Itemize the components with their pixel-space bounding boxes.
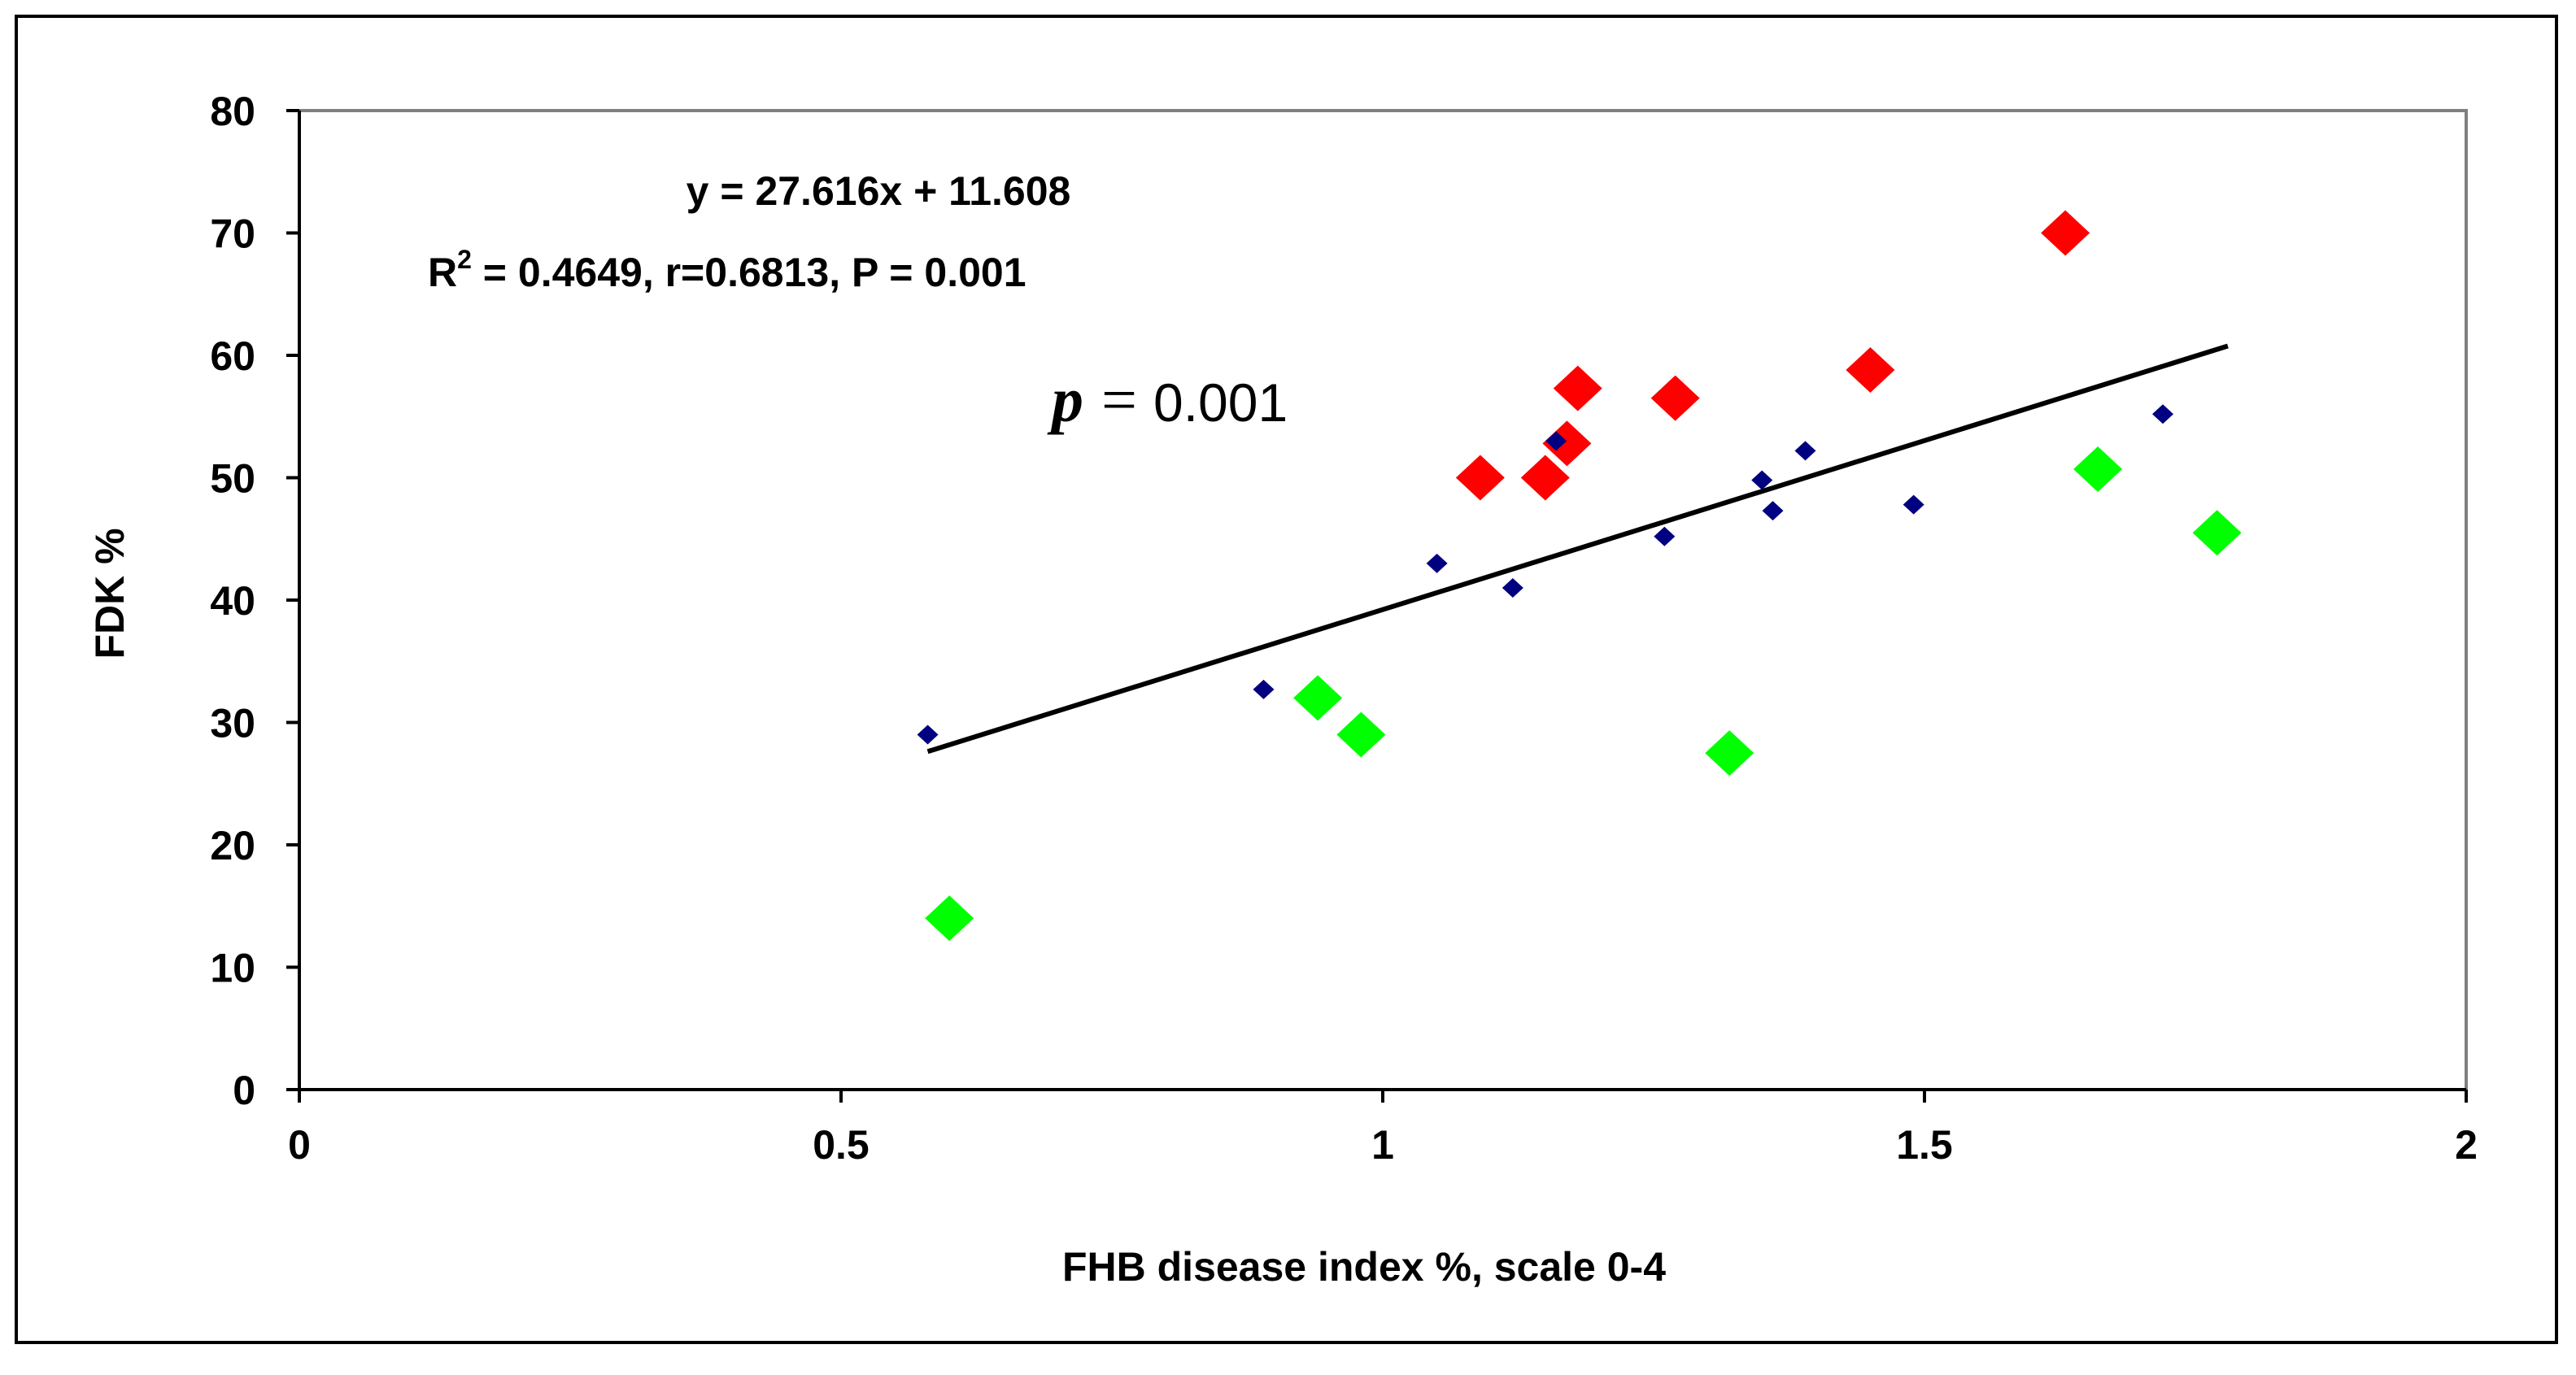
y-tick-label: 60	[210, 333, 255, 379]
x-tick-label: 1.5	[1896, 1122, 1953, 1168]
data-point[interactable]	[1650, 375, 1700, 421]
data-point[interactable]	[1553, 365, 1602, 411]
data-point[interactable]	[1542, 420, 1592, 467]
r2-rest: = 0.4649, r=0.6813, P = 0.001	[472, 250, 1026, 295]
x-tick-label: 1	[1371, 1122, 1394, 1168]
p-value-label: p = 0.001	[1047, 364, 1288, 435]
data-point[interactable]	[1502, 577, 1523, 598]
data-point[interactable]	[2073, 446, 2123, 492]
series-low-FDK	[925, 446, 2242, 942]
y-tick-label: 50	[210, 456, 255, 502]
data-point[interactable]	[1336, 711, 1386, 758]
x-tick-label: 0.5	[813, 1122, 870, 1168]
y-tick-label: 70	[210, 211, 255, 257]
data-point[interactable]	[1455, 455, 1505, 501]
p-equals: =	[1101, 364, 1137, 435]
data-point[interactable]	[925, 895, 974, 942]
data-point[interactable]	[2041, 210, 2090, 256]
y-tick-label: 40	[210, 578, 255, 624]
data-point[interactable]	[1426, 553, 1448, 573]
data-point[interactable]	[2152, 404, 2174, 424]
data-point[interactable]	[917, 724, 939, 745]
data-point[interactable]	[1751, 470, 1773, 490]
trendline	[926, 343, 2229, 755]
y-tick-label: 20	[210, 823, 255, 868]
y-axis-title: FDK %	[87, 528, 133, 659]
data-point[interactable]	[1903, 494, 1924, 515]
data-point[interactable]	[1253, 679, 1275, 699]
y-tick-label: 80	[210, 89, 255, 134]
data-point[interactable]	[1705, 730, 1754, 777]
data-point[interactable]	[1520, 455, 1570, 501]
p-symbol: p	[1047, 364, 1083, 435]
data-point[interactable]	[1846, 347, 1895, 394]
series-all-lines	[917, 404, 2174, 745]
y-tick-label: 30	[210, 701, 255, 746]
data-point[interactable]	[1762, 501, 1784, 521]
x-axis-title: FHB disease index %, scale 0-4	[1062, 1244, 1666, 1290]
data-point[interactable]	[1293, 675, 1343, 721]
regression-equation: y = 27.616x + 11.608	[686, 168, 1071, 214]
x-tick-label: 0	[288, 1122, 311, 1168]
data-point[interactable]	[1654, 526, 1676, 546]
r-squared-stats: R2 = 0.4649, r=0.6813, P = 0.001	[428, 245, 1026, 295]
x-tick-label: 2	[2455, 1122, 2478, 1168]
y-tick-label: 0	[233, 1068, 255, 1113]
data-point[interactable]	[1794, 441, 1816, 461]
series-high-FDK	[1455, 210, 2090, 501]
r2-prefix: R	[428, 250, 457, 295]
y-tick-label: 10	[210, 946, 255, 991]
chart-frame	[15, 15, 2558, 1344]
data-point[interactable]	[1545, 431, 1567, 451]
p-value: 0.001	[1153, 372, 1288, 433]
data-point[interactable]	[2192, 510, 2242, 556]
r2-superscript: 2	[457, 245, 472, 274]
